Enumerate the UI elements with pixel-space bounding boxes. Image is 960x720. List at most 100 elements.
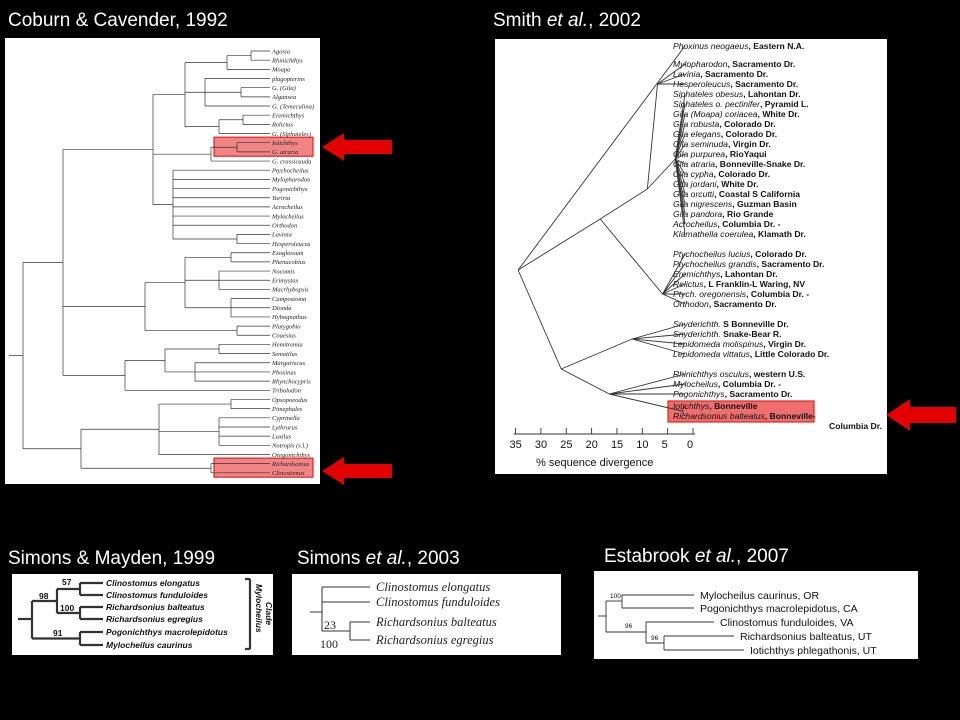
arrow-iotichthys-icon	[322, 133, 392, 161]
branch	[662, 283, 686, 295]
branch	[662, 293, 686, 305]
branch	[674, 133, 686, 160]
support-value: 100	[320, 637, 338, 651]
taxon-label: G. crassicauda	[272, 158, 311, 165]
taxon-label: Rhinichthys osculus, western U.S.	[673, 369, 805, 379]
taxon-label: Gila cypha, Colorado Dr.	[673, 169, 770, 179]
taxon-label: Richardsonius egregius	[106, 614, 203, 624]
taxon-label: Phoxinus	[271, 369, 297, 376]
taxon-label: Opsopoeodus	[272, 397, 308, 404]
highlight-iotichthys	[213, 136, 314, 157]
taxon-label: Oregonichthys	[272, 452, 310, 459]
axis-tick-label: 20	[586, 439, 598, 451]
taxon-label: Moapa	[271, 67, 290, 74]
taxon-label: Siphateles o. pectinifer, Pyramid L.	[673, 99, 809, 109]
taxon-label: Exoglossum	[271, 250, 304, 257]
coburn-tree-svg: Agosia Rhinichthys Moapa plagopterins G. (Gi…	[9, 48, 314, 478]
taxon-label: Eremichthys, Lahontan Dr.	[673, 269, 778, 279]
taxon-label: Gila purpurea, RioYaqui	[673, 149, 767, 159]
taxon-label: Lepidomeda vittatus, Little Colorado Dr.	[673, 349, 829, 359]
branch	[674, 158, 686, 175]
taxon-label: Relictus, L Franklin-L Waring, NV	[673, 279, 805, 289]
taxon-label: Pogonichthys macrolepidotus	[106, 627, 228, 637]
support-value: 23	[324, 618, 336, 632]
taxon-label: Acrocheilus	[271, 204, 303, 211]
clade-label: Mylocheilus	[254, 584, 264, 633]
branch	[517, 218, 601, 271]
taxon-label: Pogonichthys, Sacramento Dr.	[673, 389, 792, 399]
taxon-label: Acrocheilus, Columbia Dr. -	[672, 219, 781, 229]
branch	[675, 153, 686, 160]
branch	[632, 323, 686, 340]
taxon-label: Ptych. oregonensis, Columbia Dr. -	[673, 289, 809, 299]
taxon-label: Mylocheilus caurinus	[106, 640, 193, 650]
tree-estabrook: Mylocheilus caurinus, OR Pogonichthys mac…	[594, 571, 918, 659]
taxon-label: Ptychocheilus grandis, Sacramento Dr.	[673, 259, 824, 269]
taxon-label: Orthodon, Sacramento Dr.	[673, 299, 777, 309]
taxon-label: Pimephales	[271, 406, 303, 413]
arrow-smith-highlight-icon	[886, 399, 956, 431]
axis-tick-label: 10	[636, 439, 648, 451]
smith-tree-svg: Phoxinus neogaeus, Eastern N.A. Mylopharo…	[510, 41, 882, 469]
taxon-label: Campostoma	[272, 296, 306, 303]
branch	[560, 368, 610, 395]
axis-tick-label: 0	[687, 439, 693, 451]
highlight-iotichthys-richardsonius	[667, 400, 815, 423]
taxon-label: Relictus	[271, 122, 293, 129]
branch	[662, 263, 686, 295]
taxon-label: Gila elegans, Colorado Dr.	[673, 129, 777, 139]
taxon-label: Mylopharodon	[271, 177, 310, 184]
arrow-richardsonius-icon	[322, 457, 392, 485]
branch	[681, 410, 686, 417]
taxon-label: Lavinia, Sacramento Dr.	[673, 69, 768, 79]
branch	[674, 123, 686, 160]
taxon-label: Hesperoleucus, Sacramento Dr.	[673, 79, 798, 89]
taxon-label: Iotichthys phlegathonis, UT	[750, 645, 877, 657]
taxon-label: Gila nigrescens, Guzman Basin	[673, 199, 797, 209]
taxon-label: Klamathella coerulea, Klamath Dr.	[673, 229, 806, 239]
taxon-label: Columbia Dr.	[829, 421, 882, 431]
taxon-label: Clinostomus elongatus	[376, 580, 490, 594]
taxon-label: Notropis (s.l.)	[271, 443, 308, 450]
taxon-label: Clinostomus funduloides	[376, 595, 500, 609]
taxon-label: Richardsonius balteatus	[106, 602, 205, 612]
taxon-label: Phoxinus neogaeus, Eastern N.A.	[673, 41, 804, 51]
support-value: 98	[39, 591, 49, 601]
branch	[599, 188, 648, 220]
taxon-label: Pogonichthys	[271, 186, 308, 193]
branch	[674, 158, 686, 235]
title-coburn-cavender: Coburn & Cavender, 1992	[8, 10, 228, 31]
taxon-label: Snyderichth. Snake-Bear R.	[673, 329, 781, 339]
branch	[632, 333, 686, 340]
branch	[599, 218, 663, 295]
branch	[609, 383, 686, 395]
taxon-label: Clinostomus funduloides	[106, 590, 208, 600]
branch	[561, 338, 633, 370]
taxon-label: Gila atraria, Bonneville-Snake Dr.	[673, 159, 805, 169]
taxon-label: Yuriria	[272, 195, 290, 202]
taxon-label: Couesius	[272, 333, 296, 340]
taxon-label: Rhinichthys	[271, 57, 303, 64]
taxon-label: Pogonichthys macrolepidotus, CA	[700, 603, 858, 615]
taxon-label: Luxilus	[271, 433, 292, 440]
taxon-label: Erimystax	[271, 278, 298, 285]
taxon-label: Macrhybopsis	[271, 287, 309, 294]
axis-tick-label: 35	[510, 439, 522, 451]
axis-tick-label: 5	[662, 439, 668, 451]
taxon-label: Nocomis	[271, 268, 295, 275]
taxon-label: Richardsonius	[271, 461, 310, 468]
taxon-label: Hesperoleucus	[271, 241, 311, 248]
taxon-label: plagopterins	[271, 76, 305, 83]
taxon-label: Agosia	[271, 48, 290, 55]
taxon-label: Ptychocheilus lucius, Colorado Dr.	[673, 249, 807, 259]
support-value: 91	[53, 628, 63, 638]
taxon-label: Tribolodon	[272, 388, 301, 395]
branch	[632, 338, 686, 355]
taxon-label: Snyderichth. S Bonneville Dr.	[673, 319, 789, 329]
taxon-label: Mylocheilus	[271, 213, 304, 220]
taxon-label: Richardsonius balteatus, Bonneville-	[673, 411, 816, 421]
taxon-label: G. (Siphateles)	[272, 131, 311, 138]
taxon-label: Siphateles obesus, Lahontan Dr.	[673, 89, 801, 99]
branch	[657, 73, 686, 85]
